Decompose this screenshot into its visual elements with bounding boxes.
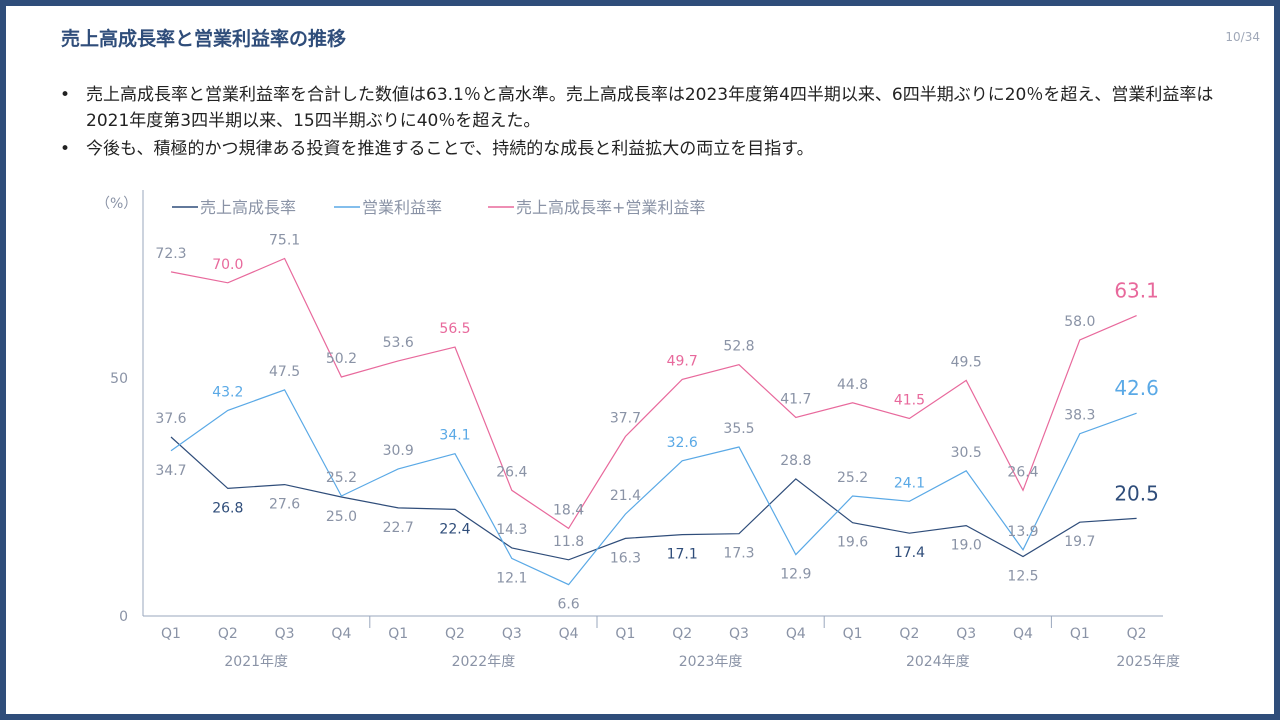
data-label: 34.7 (155, 463, 186, 479)
bullet-text: 売上高成長率と営業利益率を合計した数値は63.1％と高水準。売上高成長率は202… (86, 85, 1214, 131)
series-line (170, 257, 1137, 530)
data-label: 19.7 (1064, 534, 1095, 550)
x-tick-label: Q1 (615, 626, 635, 642)
data-label: 44.8 (837, 377, 868, 393)
bullet-text: 今後も、積極的かつ規律ある投資を推進することで、持続的な成長と利益拡大の両立を目… (86, 139, 814, 159)
x-tick-label: Q3 (729, 626, 749, 642)
data-label: 22.4 (439, 521, 470, 537)
x-tick-label: Q2 (445, 626, 465, 642)
data-label: 38.3 (1064, 408, 1095, 424)
data-label: 32.6 (667, 435, 698, 451)
data-label: 49.5 (951, 354, 982, 370)
data-label: 63.1 (1114, 279, 1159, 303)
data-label: 30.9 (383, 443, 414, 459)
year-label: 2022年度 (452, 654, 516, 670)
data-label: 14.3 (496, 522, 527, 538)
data-label: 24.1 (894, 475, 925, 491)
data-label: 12.1 (496, 570, 527, 586)
data-label: 17.1 (667, 547, 698, 563)
x-tick-label: Q3 (956, 626, 976, 642)
data-label: 22.7 (383, 520, 414, 536)
x-tick-label: Q1 (161, 626, 181, 642)
y-tick-label: 0 (119, 609, 128, 625)
data-label: 12.9 (780, 567, 811, 583)
data-label: 25.0 (326, 509, 357, 525)
data-label: 21.4 (610, 488, 641, 504)
data-label: 18.4 (553, 502, 584, 518)
data-label: 26.4 (1007, 464, 1038, 480)
data-label: 17.4 (894, 545, 925, 561)
series-line (170, 389, 1137, 586)
data-label: 20.5 (1114, 481, 1159, 505)
x-tick-label: Q3 (502, 626, 522, 642)
page-number: 10/34 (1225, 30, 1260, 44)
x-tick-label: Q2 (899, 626, 919, 642)
data-label: 34.1 (439, 428, 470, 444)
data-label: 37.7 (610, 411, 641, 427)
x-tick-label: Q4 (559, 626, 579, 642)
data-label: 27.6 (269, 497, 300, 513)
data-label: 75.1 (269, 233, 300, 249)
data-label: 43.2 (212, 384, 243, 400)
data-label: 37.6 (155, 411, 186, 427)
bullet-marker: • (60, 139, 71, 159)
data-label: 50.2 (326, 351, 357, 367)
bullet-item: • 売上高成長率と営業利益率を合計した数値は63.1％と高水準。売上高成長率は2… (60, 82, 1240, 134)
y-unit-label: （%） (96, 196, 137, 212)
data-label: 35.5 (723, 421, 754, 437)
data-label: 26.4 (496, 464, 527, 480)
x-tick-label: Q2 (218, 626, 238, 642)
data-label: 58.0 (1064, 314, 1095, 330)
data-label: 13.9 (1007, 524, 1038, 540)
data-label: 11.8 (553, 534, 584, 550)
legend-label: 売上高成長率+営業利益率 (516, 198, 705, 217)
data-label: 41.7 (780, 392, 811, 408)
x-tick-label: Q4 (1013, 626, 1033, 642)
data-label: 72.3 (155, 246, 186, 262)
data-label: 25.2 (837, 470, 868, 486)
bullet-marker: • (60, 85, 71, 105)
data-label: 17.3 (723, 546, 754, 562)
x-tick-label: Q4 (331, 626, 351, 642)
data-label: 28.8 (780, 453, 811, 469)
year-label: 2025年度 (1116, 654, 1180, 670)
bullet-list: • 売上高成長率と営業利益率を合計した数値は63.1％と高水準。売上高成長率は2… (60, 82, 1240, 164)
data-label: 49.7 (667, 353, 698, 369)
y-tick-label: 50 (110, 371, 128, 387)
x-tick-label: Q2 (1127, 626, 1147, 642)
year-label: 2023年度 (679, 654, 743, 670)
year-label: 2024年度 (906, 654, 970, 670)
data-label: 26.8 (212, 500, 243, 516)
data-label: 19.6 (837, 535, 868, 551)
slide-title: 売上高成長率と営業利益率の推移 (61, 28, 347, 50)
x-tick-label: Q2 (672, 626, 692, 642)
year-label: 2021年度 (224, 654, 288, 670)
legend-label: 営業利益率 (362, 198, 442, 217)
data-label: 25.2 (326, 470, 357, 486)
data-label: 6.6 (557, 597, 579, 613)
x-tick-label: Q4 (786, 626, 806, 642)
data-label: 70.0 (212, 257, 243, 273)
bullet-item: • 今後も、積極的かつ規律ある投資を推進することで、持続的な成長と利益拡大の両立… (60, 136, 1240, 162)
data-label: 56.5 (439, 321, 470, 337)
data-label: 47.5 (269, 364, 300, 380)
data-label: 12.5 (1007, 569, 1038, 585)
data-label: 53.6 (383, 335, 414, 351)
data-label: 52.8 (723, 339, 754, 355)
series-line (170, 436, 1137, 561)
x-tick-label: Q1 (388, 626, 408, 642)
data-label: 42.6 (1114, 376, 1159, 400)
data-label: 16.3 (610, 550, 641, 566)
x-tick-label: Q1 (1070, 626, 1090, 642)
x-tick-label: Q3 (275, 626, 295, 642)
legend-label: 売上高成長率 (200, 198, 296, 217)
data-label: 19.0 (951, 538, 982, 554)
data-label: 41.5 (894, 392, 925, 408)
data-label: 30.5 (951, 445, 982, 461)
x-tick-label: Q1 (843, 626, 863, 642)
